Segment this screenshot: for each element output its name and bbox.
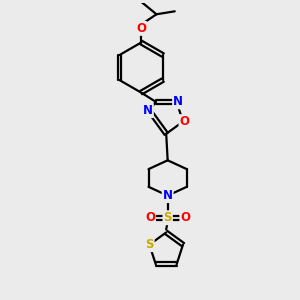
Text: N: N (173, 95, 183, 108)
Text: S: S (164, 211, 172, 224)
Text: O: O (145, 211, 155, 224)
Text: O: O (179, 115, 190, 128)
Text: N: N (143, 104, 153, 117)
Text: O: O (136, 22, 146, 35)
Text: O: O (180, 211, 190, 224)
Text: N: N (163, 189, 173, 202)
Text: S: S (145, 238, 154, 251)
